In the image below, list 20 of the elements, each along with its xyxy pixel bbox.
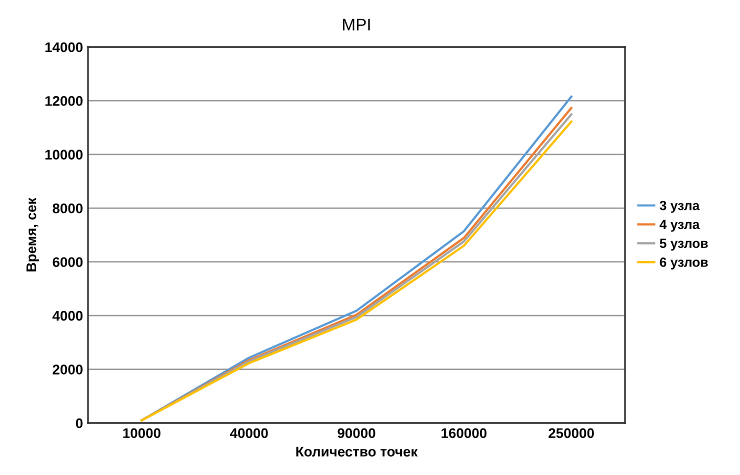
x-tick-label: 90000 <box>338 428 376 438</box>
y-tick-label: 10000 <box>45 150 83 160</box>
y-tick-label: 12000 <box>45 96 83 106</box>
x-tick-label: 40000 <box>230 428 268 438</box>
legend-label: 3 узла <box>660 200 700 213</box>
y-tick-label: 6000 <box>52 257 83 268</box>
legend-label: 5 узлов <box>660 238 708 251</box>
y-tick-label: 8000 <box>52 203 83 214</box>
x-tick-label: 250000 <box>548 428 594 438</box>
y-tick-label: 4000 <box>52 310 83 321</box>
y-tick-label: 0 <box>76 418 83 428</box>
y-tick-label: 2000 <box>52 364 83 374</box>
legend-label: 4 узла <box>660 220 700 232</box>
chart-title: MPI <box>343 18 370 30</box>
y-axis-title: Время, сек <box>26 198 39 272</box>
legend-label: 6 узлов <box>660 258 708 270</box>
x-tick-label: 10000 <box>123 428 160 438</box>
x-axis-title: Количество точек <box>296 446 418 457</box>
x-tick-label: 160000 <box>442 428 487 438</box>
y-tick-label: 14000 <box>45 42 83 52</box>
